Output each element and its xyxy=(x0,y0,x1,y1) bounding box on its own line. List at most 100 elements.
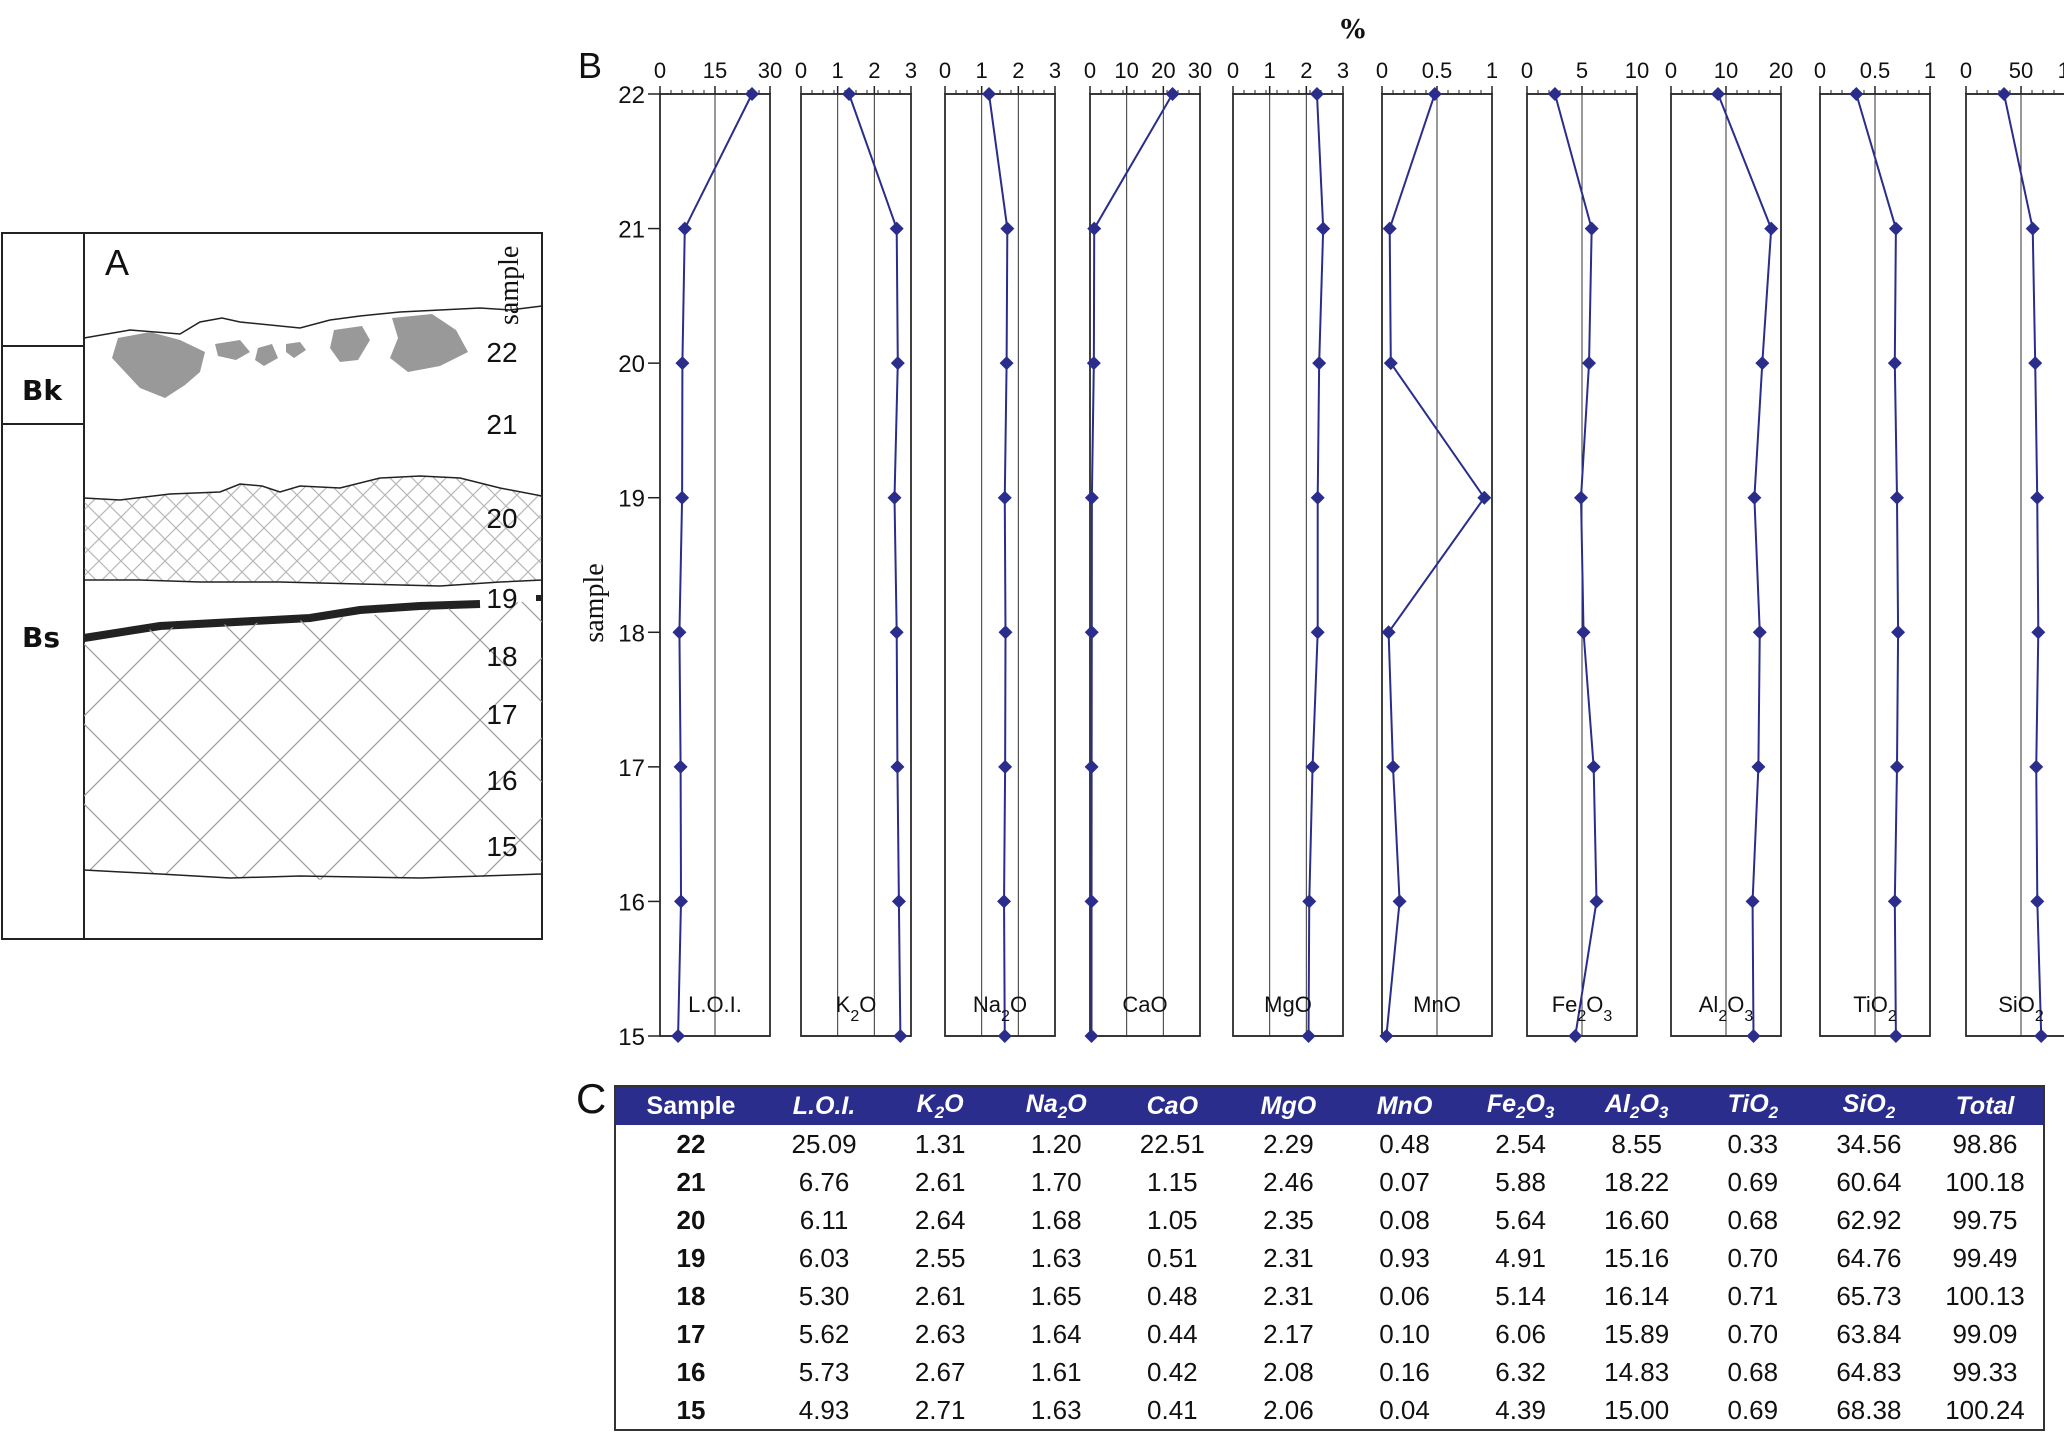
data-point xyxy=(672,625,687,640)
element-panel: 0 1 2 3 MgO xyxy=(1227,58,1349,1043)
table-row: 19 6.03 2.55 1.63 0.51 2.31 0.93 4.91 15.16 0.70 6… xyxy=(616,1239,2043,1277)
data-point xyxy=(1477,490,1492,505)
profile-sample-number: 15 xyxy=(486,831,517,862)
data-point xyxy=(1316,221,1331,236)
table-cell: 20 xyxy=(676,1204,706,1235)
series-line xyxy=(1717,93,1773,1037)
panel-name-label: Al2O3 xyxy=(1699,992,1754,1025)
x-tick-label: 0.5 xyxy=(1860,58,1891,83)
data-point xyxy=(1000,221,1015,236)
y-tick-label: 18 xyxy=(618,620,645,647)
data-point xyxy=(982,87,996,101)
table-cell: 17 xyxy=(676,1318,706,1349)
x-tick-label: 0 xyxy=(1521,58,1533,83)
x-tick-label: 50 xyxy=(2009,58,2033,83)
data-point xyxy=(675,490,690,505)
x-tick-label: 1 xyxy=(976,58,988,83)
x-tick-label: 0 xyxy=(1227,58,1239,83)
profile-sample-label: sample xyxy=(494,246,525,325)
profile-frame xyxy=(1,232,543,940)
table-cell: 98.86 xyxy=(1952,1128,2018,1159)
element-panel: 0 15 30 L.O.I. xyxy=(654,58,782,1043)
nodule-shape xyxy=(286,342,306,358)
data-point xyxy=(1849,87,1864,101)
table-row: 17 5.62 2.63 1.64 0.44 2.17 0.10 6.06 15.89 0.70 6… xyxy=(616,1315,2043,1353)
x-tick-label: 2 xyxy=(1012,58,1024,83)
profile-sample-number: 20 xyxy=(486,503,517,534)
data-point xyxy=(1084,759,1099,774)
data-point xyxy=(1711,87,1726,101)
data-point xyxy=(1379,1029,1394,1043)
data-point xyxy=(1383,356,1398,371)
series-line xyxy=(1553,93,1598,1037)
table-cell: 0.16 xyxy=(1379,1356,1430,1387)
table-cell: 0.51 xyxy=(1147,1242,1198,1273)
y-tick-label: 21 xyxy=(618,217,645,244)
data-point xyxy=(1888,221,1903,236)
y-axis-label: sample xyxy=(579,563,610,642)
table-cell: 0.69 xyxy=(1727,1394,1779,1425)
table-body: 22 25.09 1.31 1.20 22.51 2.29 0.48 2.54 8.55 0.33… xyxy=(616,1125,2043,1429)
data-point xyxy=(1764,221,1779,236)
table-cell: 0.06 xyxy=(1379,1280,1430,1311)
data-point xyxy=(1084,1029,1099,1043)
table-header-cell: Total xyxy=(1955,1091,2015,1120)
data-point xyxy=(674,894,689,909)
table-cell: 16.60 xyxy=(1604,1204,1670,1235)
element-panel: 0 0.5 1 MnO xyxy=(1376,58,1498,1043)
data-point xyxy=(1386,759,1400,774)
table-cell: 60.64 xyxy=(1836,1166,1902,1197)
table-cell: 99.09 xyxy=(1952,1318,2018,1349)
table-cell: 1.68 xyxy=(1030,1204,1082,1235)
table-cell: 22 xyxy=(676,1128,706,1159)
table-cell: 1.05 xyxy=(1147,1204,1198,1235)
data-point xyxy=(1747,490,1762,505)
x-tick-label: 5 xyxy=(1576,58,1588,83)
data-point xyxy=(2028,356,2043,371)
chemistry-table: Sample L.O.I. K2O Na2O CaO MgO MnO Fe2O3 Al2O3 Ti… xyxy=(614,1085,2045,1431)
series-line xyxy=(988,93,1009,1037)
data-point xyxy=(1312,356,1327,371)
table-cell: 2.31 xyxy=(1263,1280,1314,1311)
data-point xyxy=(1547,87,1562,101)
table-cell: 4.39 xyxy=(1495,1394,1546,1425)
x-tick-label: 1 xyxy=(1486,58,1498,83)
x-tick-label: 15 xyxy=(703,58,727,83)
table-header-cell: Al2O3 xyxy=(1605,1089,1669,1122)
panel-name-label: CaO xyxy=(1122,992,1167,1017)
nodule-shape xyxy=(390,314,468,372)
data-point xyxy=(997,894,1012,909)
data-point xyxy=(1086,356,1101,371)
data-point xyxy=(889,625,904,640)
table-cell: 64.76 xyxy=(1836,1242,1902,1273)
table-cell: 63.84 xyxy=(1836,1318,1902,1349)
table-row: 18 5.30 2.61 1.65 0.48 2.31 0.06 5.14 16.14 0.71 6… xyxy=(616,1277,2043,1315)
data-point xyxy=(1392,894,1407,909)
data-point xyxy=(889,221,904,236)
x-tick-label: 0 xyxy=(1814,58,1826,83)
table-cell: 22.51 xyxy=(1139,1128,1205,1159)
data-point xyxy=(1890,490,1904,505)
table-cell: 1.63 xyxy=(1030,1394,1082,1425)
table-row: 20 6.11 2.64 1.68 1.05 2.35 0.08 5.64 16.60 0.68 6… xyxy=(616,1201,2043,1239)
surface-line xyxy=(83,305,543,339)
table-cell: 5.30 xyxy=(798,1280,850,1311)
data-point xyxy=(890,759,905,774)
profile-sample-number: 19 xyxy=(486,583,517,614)
table-cell: 0.48 xyxy=(1147,1280,1198,1311)
x-tick-label: 2 xyxy=(1300,58,1312,83)
table-cell: 0.68 xyxy=(1727,1356,1779,1387)
data-point xyxy=(1751,759,1766,774)
series-line xyxy=(1307,93,1325,1037)
table-cell: 62.92 xyxy=(1836,1204,1902,1235)
table-header-cell: Na2O xyxy=(1025,1089,1087,1122)
table-cell: 2.63 xyxy=(914,1318,966,1349)
table-cell: 1.61 xyxy=(1030,1356,1082,1387)
x-tick-label: 20 xyxy=(1151,58,1175,83)
panel-name-label: SiO2 xyxy=(1998,992,2044,1025)
thick-lamella xyxy=(83,600,481,642)
table-cell: 0.07 xyxy=(1379,1166,1430,1197)
table-cell: 99.49 xyxy=(1952,1242,2018,1273)
table-cell: 0.04 xyxy=(1379,1394,1430,1425)
